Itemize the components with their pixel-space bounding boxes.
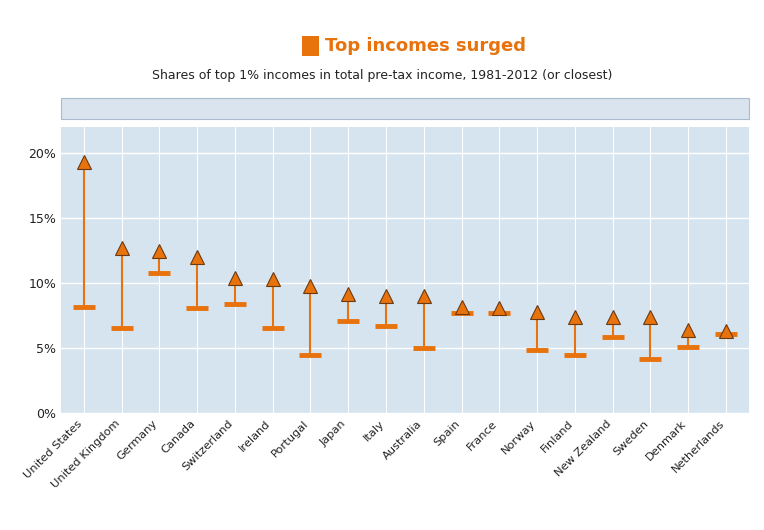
Text: 1981: 1981 [447,102,482,116]
Text: 1: 1 [306,39,315,52]
Text: Shares of top 1% incomes in total pre-tax income, 1981-2012 (or closest): Shares of top 1% incomes in total pre-ta… [152,69,612,82]
Text: Top incomes surged: Top incomes surged [325,37,526,55]
Text: 2012: 2012 [264,102,299,116]
